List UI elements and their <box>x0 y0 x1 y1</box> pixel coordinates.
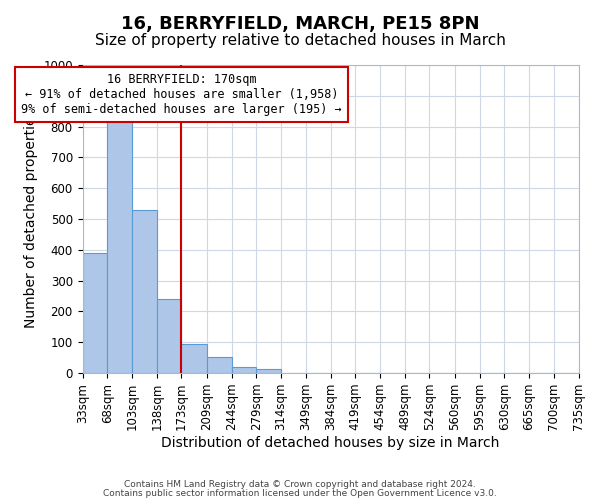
Bar <box>207 357 232 373</box>
Bar <box>83 253 107 373</box>
Text: Contains public sector information licensed under the Open Government Licence v3: Contains public sector information licen… <box>103 488 497 498</box>
Y-axis label: Number of detached properties: Number of detached properties <box>23 110 38 328</box>
Text: Size of property relative to detached houses in March: Size of property relative to detached ho… <box>95 32 505 48</box>
Bar <box>232 367 256 373</box>
Bar <box>256 370 281 373</box>
Bar <box>157 299 181 373</box>
X-axis label: Distribution of detached houses by size in March: Distribution of detached houses by size … <box>161 436 500 450</box>
Text: 16 BERRYFIELD: 170sqm
← 91% of detached houses are smaller (1,958)
9% of semi-de: 16 BERRYFIELD: 170sqm ← 91% of detached … <box>21 72 342 116</box>
Bar <box>181 344 207 373</box>
Text: Contains HM Land Registry data © Crown copyright and database right 2024.: Contains HM Land Registry data © Crown c… <box>124 480 476 489</box>
Text: 16, BERRYFIELD, MARCH, PE15 8PN: 16, BERRYFIELD, MARCH, PE15 8PN <box>121 15 479 33</box>
Bar <box>107 118 132 373</box>
Bar <box>132 210 157 373</box>
